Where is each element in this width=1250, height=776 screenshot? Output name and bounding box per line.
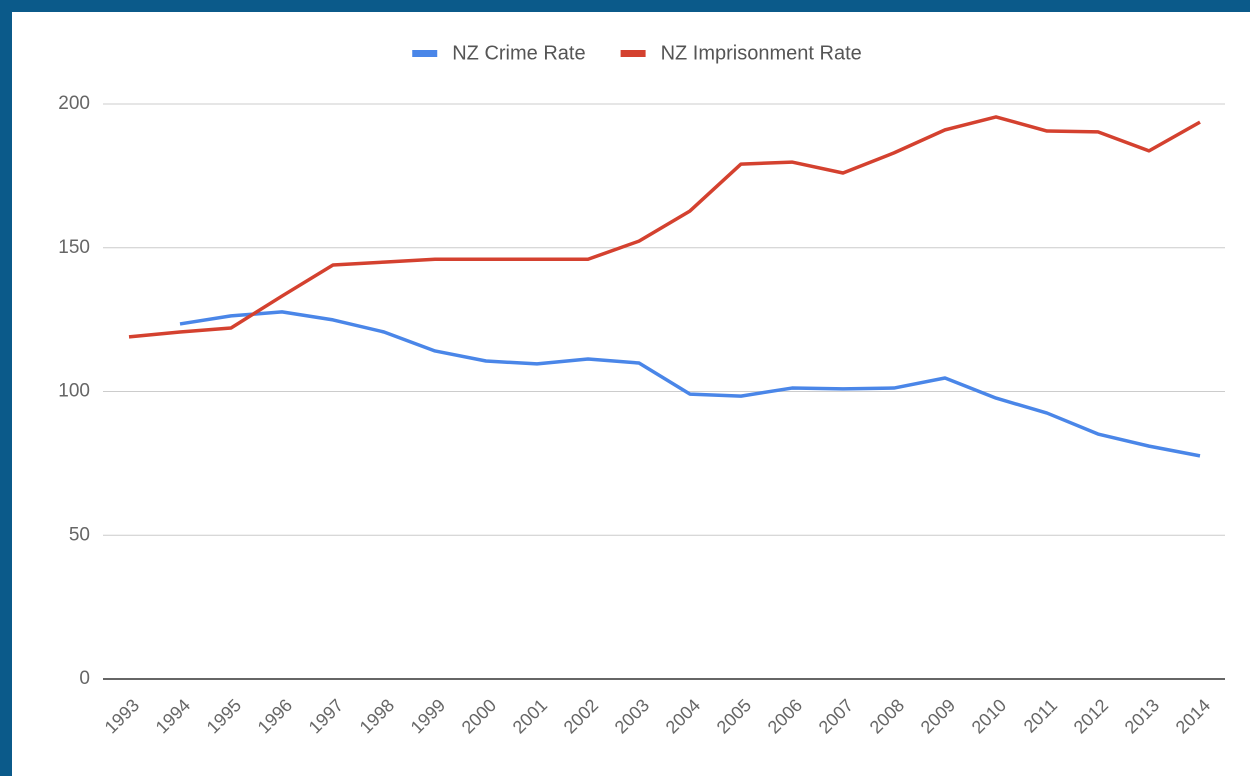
legend-swatch: [412, 50, 438, 57]
series-line: [179, 310, 1201, 458]
y-tick-label: 100: [58, 381, 90, 402]
y-tick-label: 200: [58, 93, 90, 114]
y-tick-label: 50: [69, 524, 90, 545]
legend-label: NZ Imprisonment Rate: [661, 42, 862, 64]
chart-panel: [12, 12, 1250, 776]
y-tick-label: 0: [79, 668, 90, 689]
legend-label: NZ Crime Rate: [452, 42, 585, 64]
legend-swatch: [620, 50, 646, 57]
y-tick-label: 150: [58, 237, 90, 258]
series-line: [128, 115, 1201, 339]
